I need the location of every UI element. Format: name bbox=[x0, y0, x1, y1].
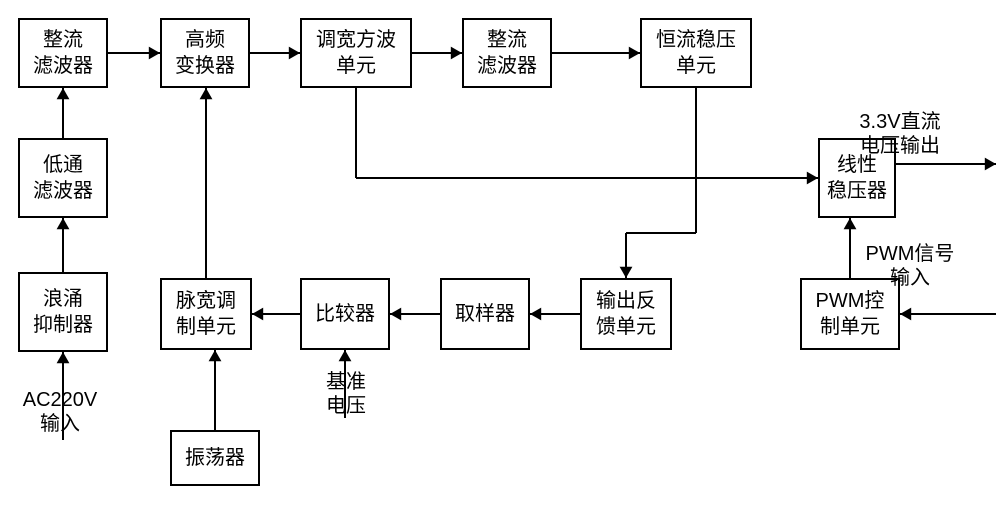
block-n_fb: 输出反馈单元 bbox=[580, 278, 672, 350]
block-n_osc: 振荡器 bbox=[170, 430, 260, 486]
block-n_samp: 取样器 bbox=[440, 278, 530, 350]
block-n_ccvr: 恒流稳压单元 bbox=[640, 18, 752, 88]
block-n_rect2: 整流滤波器 bbox=[462, 18, 552, 88]
block-n_rect1: 整流滤波器 bbox=[18, 18, 108, 88]
label-l_pwm: PWM信号输入 bbox=[850, 242, 970, 290]
block-n_pwmmod: 脉宽调制单元 bbox=[160, 278, 252, 350]
block-n_hf: 高频变换器 bbox=[160, 18, 250, 88]
block-n_comp: 比较器 bbox=[300, 278, 390, 350]
block-n_lpf: 低通滤波器 bbox=[18, 138, 108, 218]
block-n_pwmwave: 调宽方波单元 bbox=[300, 18, 412, 88]
label-l_ac: AC220V输入 bbox=[5, 388, 115, 436]
block-n_surge: 浪涌抑制器 bbox=[18, 272, 108, 352]
label-l_dc: 3.3V直流电压输出 bbox=[840, 110, 960, 158]
label-l_ref: 基准电压 bbox=[311, 370, 381, 418]
